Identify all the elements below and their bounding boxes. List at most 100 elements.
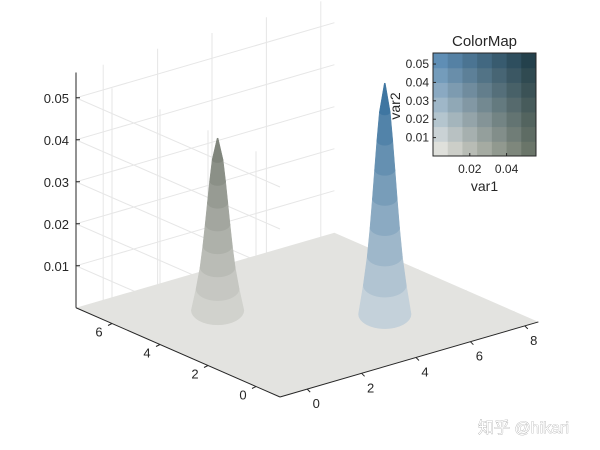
colormap-cell — [521, 111, 537, 128]
y-tick-mark — [155, 344, 161, 347]
x-axis-line — [279, 321, 539, 398]
colormap-cell — [521, 141, 537, 157]
y-tick-mark — [251, 386, 257, 389]
surface-floor — [76, 232, 539, 397]
x-tick-mark — [524, 325, 529, 330]
colormap-cell — [477, 82, 493, 98]
y-tick-label: 0 — [239, 388, 246, 403]
colormap-cell — [462, 141, 478, 157]
colormap-cell — [447, 53, 463, 69]
y-axis-line — [75, 307, 281, 398]
colormap-cell — [433, 67, 449, 83]
y-tick-label: 2 — [191, 367, 198, 382]
colormap-cell — [491, 111, 508, 128]
colormap-cell — [491, 126, 508, 142]
colormap-cell — [477, 126, 493, 142]
y-tick-label: 4 — [143, 346, 150, 361]
x-tick-mark — [470, 341, 474, 346]
colormap-cell — [491, 97, 508, 113]
axes: 0 2 4 6 8 0 2 4 6 0.01 0.02 0.03 0.04 0.05 — [44, 72, 539, 411]
colormap-cell — [491, 53, 508, 69]
surface-peak-2 — [358, 82, 412, 329]
colormap-cell — [477, 111, 493, 128]
y-tick-mark — [107, 323, 113, 326]
z-tick-label: 0.03 — [44, 175, 69, 190]
colormap-cell — [521, 53, 537, 69]
colormap-cell — [506, 82, 522, 98]
colormap-cell — [521, 126, 537, 142]
colormap-y-tick-label: 0.04 — [406, 75, 430, 89]
colormap-cell — [506, 67, 522, 83]
colormap-ylabel: var2 — [387, 92, 403, 119]
colormap-xlabel: var1 — [471, 178, 498, 194]
colormap-cell — [447, 97, 463, 113]
surface-band — [374, 140, 396, 176]
colormap-cell — [462, 97, 478, 113]
colormap-cell — [447, 111, 463, 128]
watermark-text: 知乎 @hikari — [478, 419, 569, 437]
y-tick-mark — [203, 365, 209, 368]
colormap-cell — [521, 97, 537, 113]
colormap-frame — [432, 52, 537, 157]
z-tick-label: 0.04 — [44, 133, 69, 148]
colormap-y-tick-label: 0.03 — [406, 94, 430, 108]
colormap-cell — [447, 67, 463, 83]
x-tick-label: 6 — [476, 349, 483, 364]
colormap-cell — [447, 126, 463, 142]
floor-plane — [76, 232, 539, 397]
colormap-cell — [477, 141, 493, 157]
colormap-cell — [433, 53, 449, 69]
surface-cap — [217, 137, 219, 139]
grid-line-z — [74, 22, 335, 188]
colormap-cell — [433, 141, 449, 157]
colormap-cell — [433, 111, 449, 128]
colormap-cell — [477, 53, 493, 69]
colormap-cell — [491, 67, 508, 83]
x-tick-label: 0 — [313, 396, 320, 411]
colormap-cell — [447, 82, 463, 98]
x-tick-label: 2 — [367, 380, 374, 395]
colormap-cell — [477, 67, 493, 83]
colormap-y-tick-label: 0.01 — [406, 131, 430, 145]
colormap-cell — [521, 82, 537, 98]
colormap-cell — [462, 111, 478, 128]
x-tick-label: 8 — [530, 333, 537, 348]
colormap-cell — [433, 82, 449, 98]
x-tick-label: 4 — [421, 365, 428, 380]
colormap-cell — [462, 67, 478, 83]
colormap-cell — [521, 67, 537, 83]
colormap-cell — [462, 53, 478, 69]
colormap-cell — [477, 97, 493, 113]
colormap-y-tick-label: 0.05 — [406, 57, 430, 71]
z-tick-label: 0.01 — [44, 259, 69, 274]
colormap-cell — [433, 126, 449, 142]
colormap-cell — [506, 111, 522, 128]
x-tick-mark — [361, 372, 365, 377]
colormap-cell — [462, 126, 478, 142]
colormap-x-tick-label: 0.02 — [458, 162, 482, 176]
colormap-cell — [506, 126, 522, 142]
colormap-cell — [462, 82, 478, 98]
colormap-cell — [506, 141, 522, 157]
surface-band — [209, 159, 226, 186]
colormap-cell — [433, 97, 449, 113]
surface-peak-1 — [191, 137, 245, 326]
colormap-cell — [491, 82, 508, 98]
colormap-inset: 0.02 0.04 0.01 0.02 0.03 0.04 0.05 ColorMap var1… — [387, 33, 537, 194]
colormap-cell — [506, 53, 522, 69]
x-tick-mark — [415, 357, 420, 361]
surface-cap — [384, 82, 386, 84]
z-tick-label: 0.05 — [44, 91, 69, 106]
surface-plot — [191, 82, 412, 329]
colormap-title: ColorMap — [452, 33, 517, 50]
colormap-cell — [447, 141, 463, 157]
grid-line-z — [74, 64, 335, 230]
x-tick-mark — [306, 388, 311, 393]
colormap-y-tick-label: 0.02 — [406, 112, 430, 126]
z-tick-label: 0.02 — [44, 217, 69, 232]
colormap-cell — [506, 97, 522, 113]
colormap-x-tick-label: 0.04 — [495, 162, 519, 176]
y-tick-label: 6 — [95, 325, 102, 340]
colormap-cell — [491, 141, 508, 157]
